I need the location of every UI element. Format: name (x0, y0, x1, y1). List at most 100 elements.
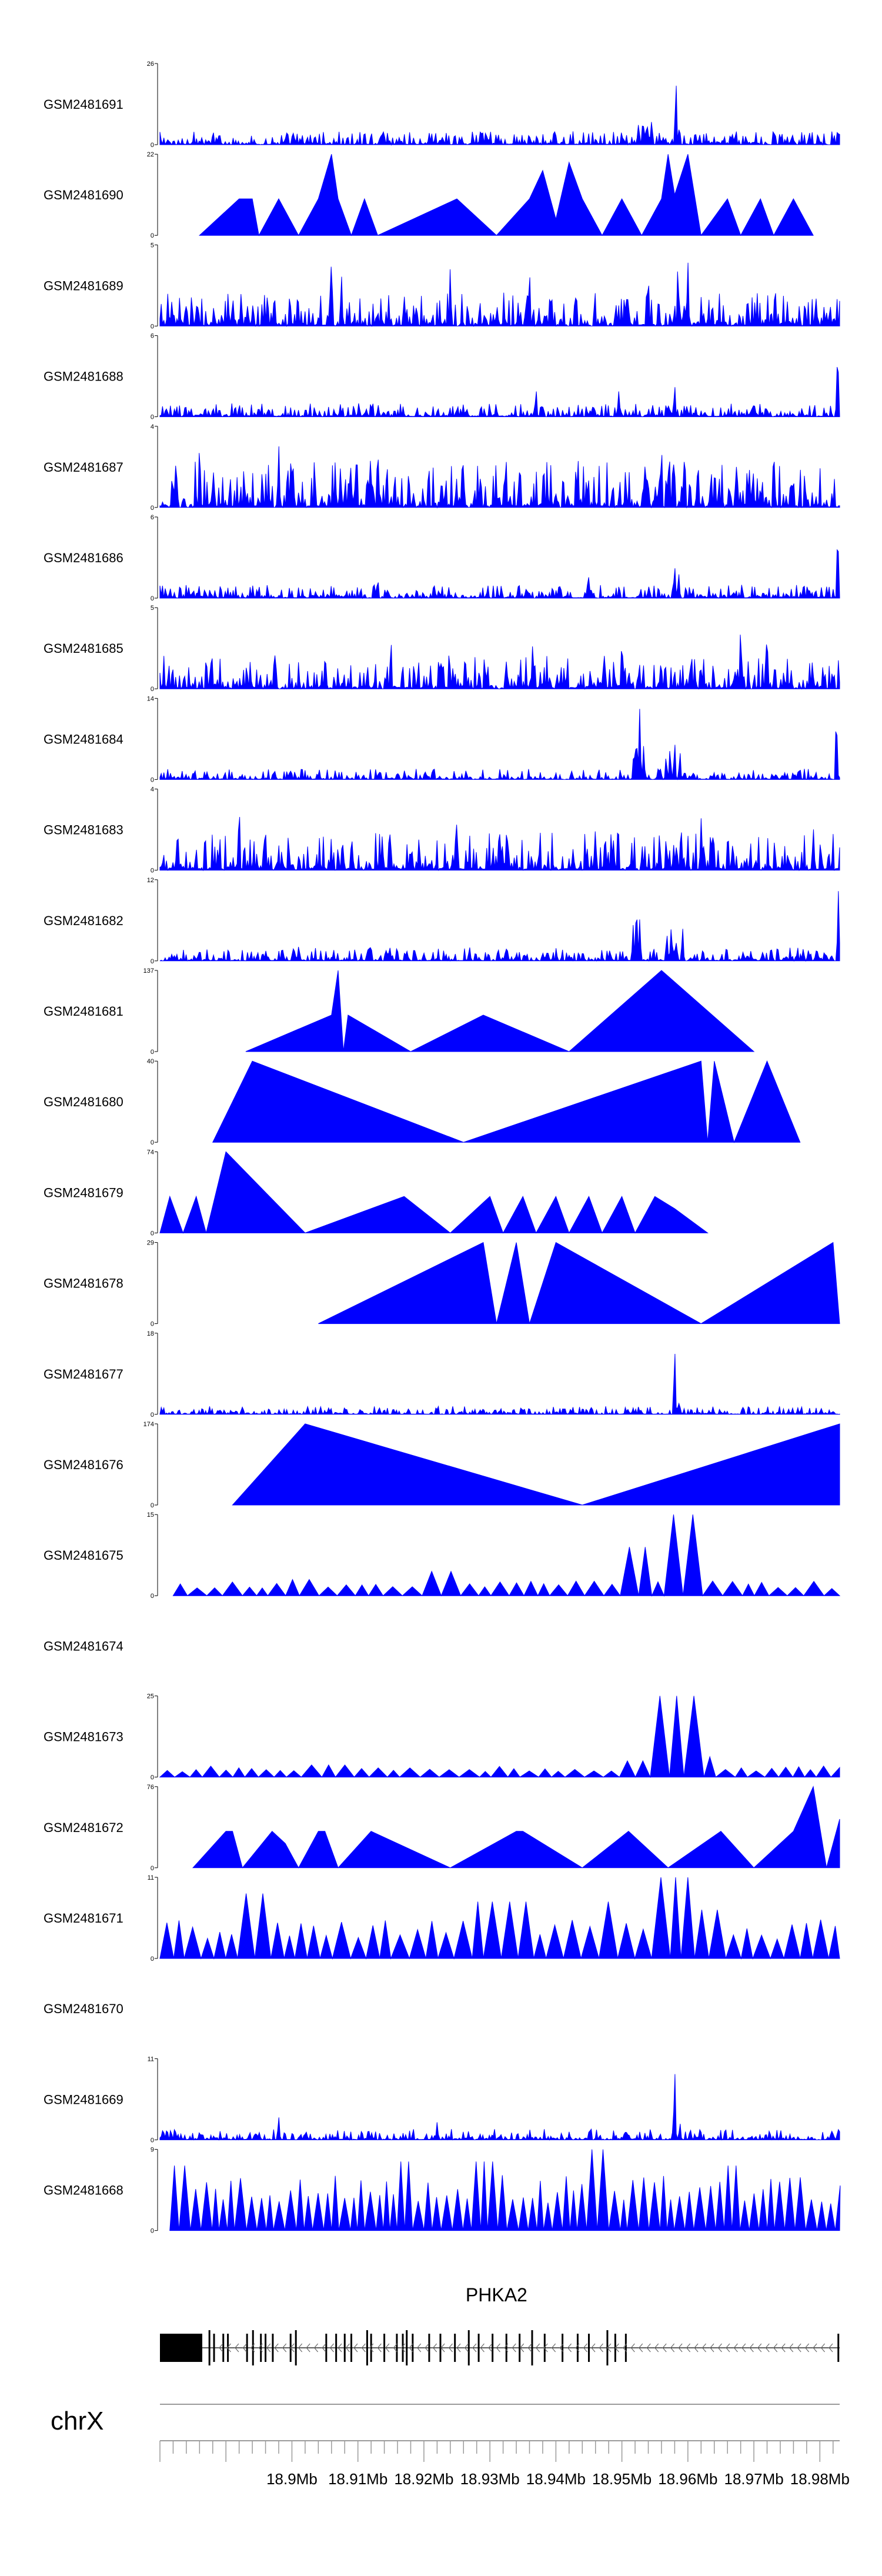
axis-tick-label: 18.9Mb (266, 2470, 318, 2488)
y-max-label: 5 (151, 242, 154, 249)
gene-exon (272, 2334, 274, 2362)
y-min-label: 0 (151, 776, 154, 783)
track-GSM2481685: GSM2481685 5 0 (44, 605, 840, 693)
strand-arrow (567, 2343, 572, 2353)
axis-tick-label: 18.98Mb (790, 2470, 850, 2488)
coverage-area (159, 709, 840, 780)
track-GSM2481680: GSM2481680 40 0 (44, 1058, 801, 1146)
coverage-area (159, 1353, 840, 1416)
gene-exon (519, 2334, 521, 2362)
strand-arrow (242, 2343, 247, 2353)
track-GSM2481675: GSM2481675 15 0 (44, 1511, 841, 1600)
y-min-label: 0 (151, 323, 154, 330)
strand-arrow (472, 2343, 477, 2353)
y-max-label: 6 (151, 333, 154, 340)
gene-exon (252, 2330, 254, 2365)
gene-structure (160, 2330, 840, 2365)
track-GSM2481678: GSM2481678 29 0 (44, 1240, 840, 1328)
axis-tick-label: 18.95Mb (592, 2470, 652, 2488)
gene-exon-block (160, 2334, 202, 2362)
y-max-label: 11 (148, 2056, 154, 2063)
coverage-area (192, 1786, 840, 1868)
coverage-area (172, 1514, 841, 1597)
track-GSM2481683: GSM2481683 4 0 (44, 786, 840, 875)
strand-arrow (527, 2343, 532, 2353)
strand-arrow (535, 2343, 540, 2353)
track-label: GSM2481690 (44, 188, 123, 202)
y-min-label: 0 (151, 1593, 154, 1600)
y-min-label: 0 (151, 595, 154, 602)
strand-arrow (765, 2343, 770, 2353)
gene-exon (396, 2334, 398, 2362)
y-max-label: 26 (147, 61, 154, 68)
track-GSM2481670: GSM2481670 (44, 2001, 123, 2016)
coverage-area (159, 1151, 709, 1234)
strand-arrow (480, 2343, 485, 2353)
strand-arrow (670, 2343, 675, 2353)
y-min-label: 0 (151, 232, 154, 239)
genome-axis: chrX 18.9Mb 18.91Mb 18.92Mb 18.93Mb 18.94Mb 1… (51, 2404, 850, 2488)
strand-arrow (741, 2343, 746, 2353)
coverage-area (159, 549, 840, 599)
strand-arrow (361, 2343, 366, 2353)
gene-exon (624, 2334, 627, 2362)
track-label: GSM2481689 (44, 278, 123, 293)
coverage-area (169, 2149, 841, 2231)
strand-arrow (686, 2343, 691, 2353)
y-min-label: 0 (151, 2137, 154, 2144)
gene-exon (454, 2334, 456, 2362)
coverage-area (159, 2074, 840, 2141)
axis-tick-label: 18.94Mb (526, 2470, 586, 2488)
track-GSM2481690: GSM2481690 22 0 (44, 151, 814, 239)
track-label: GSM2481669 (44, 2092, 123, 2107)
track-label: GSM2481676 (44, 1457, 123, 1472)
track-label: GSM2481674 (44, 1639, 123, 1653)
y-min-label: 0 (151, 1774, 154, 1781)
track-label: GSM2481680 (44, 1095, 123, 1109)
strand-arrow (385, 2343, 390, 2353)
y-max-label: 40 (147, 1058, 154, 1065)
y-max-label: 18 (147, 1330, 154, 1337)
gene-exon (837, 2334, 840, 2362)
track-label: GSM2481673 (44, 1730, 123, 1744)
track-GSM2481686: GSM2481686 6 0 (44, 514, 840, 602)
axis-tick-label: 18.92Mb (394, 2470, 453, 2488)
gene-exon (383, 2334, 386, 2362)
strand-arrow (290, 2343, 295, 2353)
strand-arrow (235, 2343, 239, 2353)
track-GSM2481681: GSM2481681 137 0 (44, 967, 755, 1056)
strand-arrow (804, 2343, 810, 2353)
gene-exon (246, 2334, 248, 2362)
track-label: GSM2481688 (44, 369, 123, 384)
track-GSM2481674: GSM2481674 (44, 1639, 123, 1653)
y-min-label: 0 (151, 1230, 154, 1237)
strand-arrow (416, 2343, 422, 2353)
strand-arrow (789, 2343, 794, 2353)
coverage-area (232, 1423, 840, 1506)
gene-model: PHKA2 (160, 2284, 840, 2365)
gene-name-label: PHKA2 (466, 2284, 527, 2305)
track-label: GSM2481684 (44, 732, 123, 746)
gene-exon (213, 2334, 215, 2362)
y-max-label: 4 (151, 786, 154, 793)
y-max-label: 11 (148, 1874, 154, 1881)
strand-arrow (694, 2343, 699, 2353)
track-GSM2481676: GSM2481676 174 0 (44, 1421, 840, 1509)
y-min-label: 0 (151, 1502, 154, 1509)
y-max-label: 6 (151, 514, 154, 521)
coverage-area (159, 366, 840, 418)
track-GSM2481687: GSM2481687 4 0 (44, 423, 840, 512)
strand-arrow (425, 2343, 429, 2353)
strand-arrow (322, 2343, 326, 2353)
gene-exon (208, 2330, 211, 2365)
track-label: GSM2481670 (44, 2001, 123, 2016)
strand-arrow (828, 2343, 833, 2353)
strand-arrow (599, 2343, 603, 2353)
gene-exon (467, 2330, 470, 2365)
strand-arrow (448, 2343, 453, 2353)
y-max-label: 174 (143, 1421, 154, 1428)
y-min-label: 0 (151, 1049, 154, 1056)
track-label: GSM2481691 (44, 97, 123, 112)
y-min-label: 0 (151, 414, 154, 421)
